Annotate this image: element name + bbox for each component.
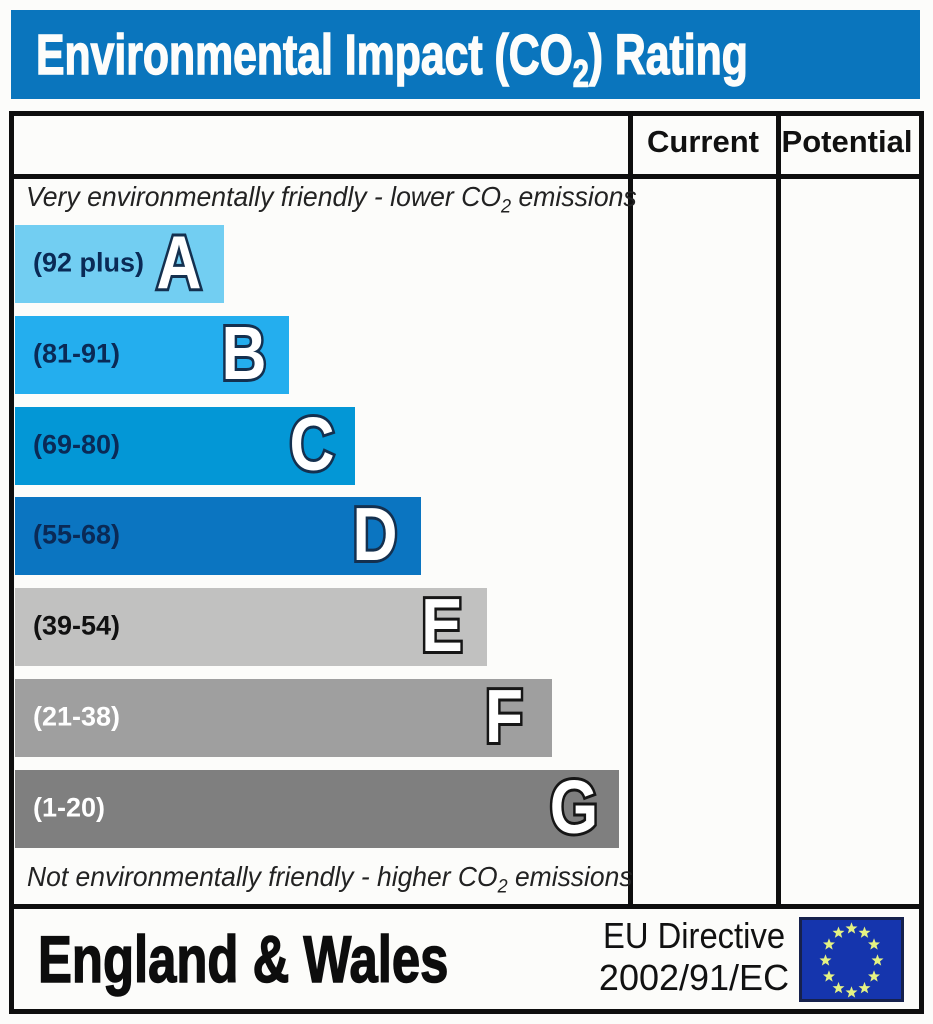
svg-text:G: G bbox=[550, 766, 598, 849]
svg-text:C: C bbox=[290, 403, 335, 486]
svg-text:A: A bbox=[157, 221, 202, 304]
svg-text:E: E bbox=[421, 584, 463, 667]
svg-text:D: D bbox=[353, 493, 398, 576]
svg-text:B: B bbox=[222, 312, 267, 395]
svg-text:F: F bbox=[485, 675, 523, 758]
